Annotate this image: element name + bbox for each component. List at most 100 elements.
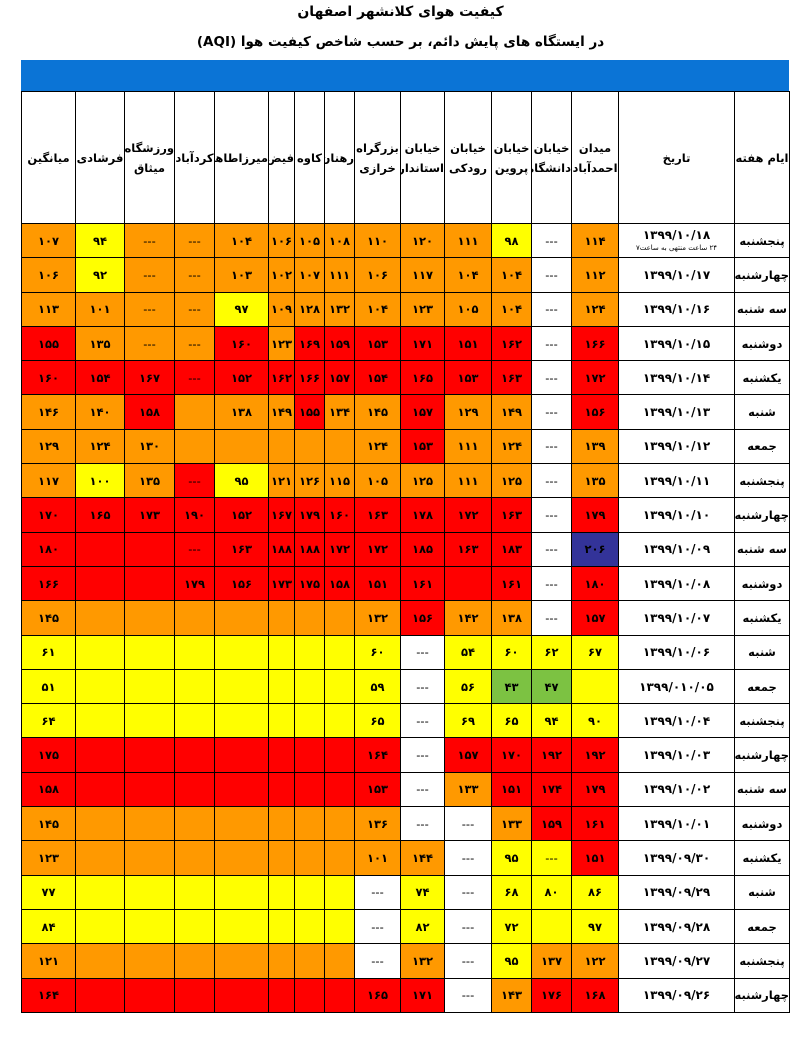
- column-header: خیابان دانشگاه: [531, 91, 572, 224]
- aqi-cell: ۱۳۳: [491, 806, 532, 842]
- aqi-cell: [444, 565, 492, 602]
- aqi-cell: ۱۴۴: [400, 840, 445, 876]
- aqi-cell: [75, 531, 125, 567]
- aqi-cell: ۱۰۰: [75, 463, 125, 499]
- aqi-cell: ---: [531, 600, 572, 636]
- aqi-cell: ---: [531, 394, 572, 430]
- header-row: ایام هفته تاریخ میدان احمدآباد خیابان دانشگ…: [21, 91, 790, 224]
- aqi-cell: [294, 737, 325, 773]
- date-cell: ۱۳۹۹/۱۰/۰۳: [618, 737, 735, 773]
- aqi-cell: ۱۱۴: [571, 222, 619, 259]
- date-cell: ۱۳۹۹/۱۰/۰۱: [618, 806, 735, 842]
- date-cell: ۱۳۹۹/۰۹/۲۶: [618, 977, 735, 1013]
- aqi-cell: [75, 703, 125, 739]
- aqi-cell: ۱۵۷: [444, 737, 492, 773]
- aqi-cell: ۵۹: [354, 668, 401, 705]
- aqi-cell: ---: [531, 360, 572, 396]
- aqi-cell: ۱۰۹: [268, 291, 295, 327]
- aqi-cell: [324, 874, 355, 910]
- aqi-cell: ۱۳۲: [324, 291, 355, 327]
- aqi-cell: ۱۲۰: [400, 222, 445, 259]
- date-cell: ۱۳۹۹/۱۰/۰۴: [618, 703, 735, 739]
- aqi-cell: ۱۶۳: [491, 360, 532, 396]
- date-cell: ۱۳۹۹/۱۰/۰۸: [618, 565, 735, 602]
- aqi-cell: ۱۳۸: [214, 394, 269, 430]
- aqi-cell: [268, 943, 295, 979]
- aqi-cell: ۱۲۲: [571, 943, 619, 979]
- aqi-cell: [174, 737, 215, 773]
- aqi-cell: ۱۴۳: [491, 977, 532, 1013]
- aqi-cell: ۸۴: [21, 908, 76, 945]
- date-text: ۱۳۹۹/۰۹/۳۰: [642, 850, 711, 865]
- table-row: پنجشنبه ۱۳۹۹/۰۹/۲۷ ۱۲۲ ۱۳۷ ۹۵ --- ۱۳۲ --- ۱۲۱: [21, 943, 790, 979]
- day-cell: پنجشنبه: [734, 463, 790, 499]
- aqi-cell: [124, 703, 175, 739]
- day-cell: جمعه: [734, 668, 790, 705]
- aqi-cell: ---: [444, 806, 492, 842]
- aqi-cell: ۱۵۶: [571, 394, 619, 430]
- aqi-cell: ۸۶: [571, 874, 619, 910]
- aqi-cell: [531, 908, 572, 945]
- aqi-cell: [294, 428, 325, 465]
- date-cell: ۱۳۹۹/۱۰/۱۱: [618, 463, 735, 499]
- aqi-cell: ۶۰: [354, 634, 401, 670]
- aqi-cell: ۱۵۲: [214, 497, 269, 533]
- aqi-cell: ۱۸۰: [571, 565, 619, 602]
- table-row: سه شنبه ۱۳۹۹/۱۰/۰۲ ۱۷۹ ۱۷۴ ۱۵۱ ۱۳۳ --- ۱۵۳ ۱۵۸: [21, 771, 790, 808]
- aqi-cell: ۱۰۱: [354, 840, 401, 876]
- aqi-cell: ۱۳۹: [571, 428, 619, 465]
- aqi-cell: [294, 600, 325, 636]
- aqi-cell: ۱۵۶: [400, 600, 445, 636]
- aqi-cell: ۱۵۸: [324, 565, 355, 602]
- column-header: فیض: [268, 91, 295, 224]
- aqi-cell: ---: [400, 703, 445, 739]
- date-text: ۱۳۹۹/۰۹/۲۸: [642, 919, 711, 934]
- aqi-cell: ۱۶۵: [75, 497, 125, 533]
- day-cell: دوشنبه: [734, 565, 790, 602]
- date-cell: ۱۳۹۹/۰۹/۲۸: [618, 908, 735, 945]
- date-cell: ۱۳۹۹/۰۹/۲۹: [618, 874, 735, 910]
- aqi-cell: [75, 737, 125, 773]
- aqi-cell: ۱۱۳: [21, 291, 76, 327]
- aqi-cell: ۱۳۵: [571, 463, 619, 499]
- aqi-cell: [268, 668, 295, 705]
- aqi-cell: [75, 806, 125, 842]
- table-row: سه شنبه ۱۳۹۹/۱۰/۰۹ ۲۰۶ --- ۱۸۳ ۱۶۳ ۱۸۵ ۱۷۲ ۱۷۲ ۱۸…: [21, 531, 790, 567]
- aqi-cell: [214, 977, 269, 1013]
- date-text: ۱۳۹۹/۱۰/۰۳: [642, 748, 711, 763]
- aqi-cell: ۱۷۹: [174, 565, 215, 602]
- table-row: شنبه ۱۳۹۹/۰۹/۲۹ ۸۶ ۸۰ ۶۸ --- ۷۴ --- ۷۷: [21, 874, 790, 910]
- date-text: ۱۳۹۹/۱۰/۰۶: [642, 645, 711, 660]
- aqi-cell: [324, 840, 355, 876]
- aqi-cell: [124, 531, 175, 567]
- aqi-cell: ۱۵۷: [324, 360, 355, 396]
- aqi-cell: [174, 806, 215, 842]
- aqi-cell: ۱۱۱: [444, 463, 492, 499]
- aqi-cell: ۱۱۷: [400, 257, 445, 293]
- aqi-cell: [124, 908, 175, 945]
- table-row: چهارشنبه ۱۳۹۹/۱۰/۱۷ ۱۱۲ --- ۱۰۴ ۱۰۴ ۱۱۷ ۱۰۶ ۱۱۱ ۱…: [21, 257, 790, 293]
- aqi-cell: ۱۵۹: [531, 806, 572, 842]
- date-cell: ۱۳۹۹/۰۹/۳۰: [618, 840, 735, 876]
- aqi-cell: ---: [531, 325, 572, 362]
- date-text: ۱۳۹۹/۱۰/۱۶: [642, 302, 711, 317]
- aqi-cell: [324, 668, 355, 705]
- aqi-cell: ۹۴: [75, 222, 125, 259]
- aqi-cell: [214, 943, 269, 979]
- day-cell: جمعه: [734, 908, 790, 945]
- aqi-cell: ۱۶۳: [444, 531, 492, 567]
- aqi-cell: ۱۴۲: [444, 600, 492, 636]
- aqi-cell: [174, 703, 215, 739]
- date-text: ۱۳۹۹/۱۰/۱۴: [642, 370, 711, 385]
- aqi-cell: [324, 737, 355, 773]
- table-row: دوشنبه ۱۳۹۹/۱۰/۱۵ ۱۶۶ --- ۱۶۲ ۱۵۱ ۱۷۱ ۱۵۳ ۱۵۹ ۱۶۹…: [21, 325, 790, 362]
- aqi-cell: [75, 840, 125, 876]
- aqi-cell: ۱۵۱: [354, 565, 401, 602]
- aqi-cell: ---: [354, 908, 401, 945]
- aqi-cell: [214, 634, 269, 670]
- day-cell: سه شنبه: [734, 291, 790, 327]
- aqi-cell: ---: [124, 222, 175, 259]
- aqi-cell: ۱۲۴: [491, 428, 532, 465]
- table-row: چهارشنبه ۱۳۹۹/۱۰/۱۰ ۱۷۹ --- ۱۶۳ ۱۷۲ ۱۷۸ ۱۶۳ ۱۶۰ ۱…: [21, 497, 790, 533]
- aqi-cell: [268, 874, 295, 910]
